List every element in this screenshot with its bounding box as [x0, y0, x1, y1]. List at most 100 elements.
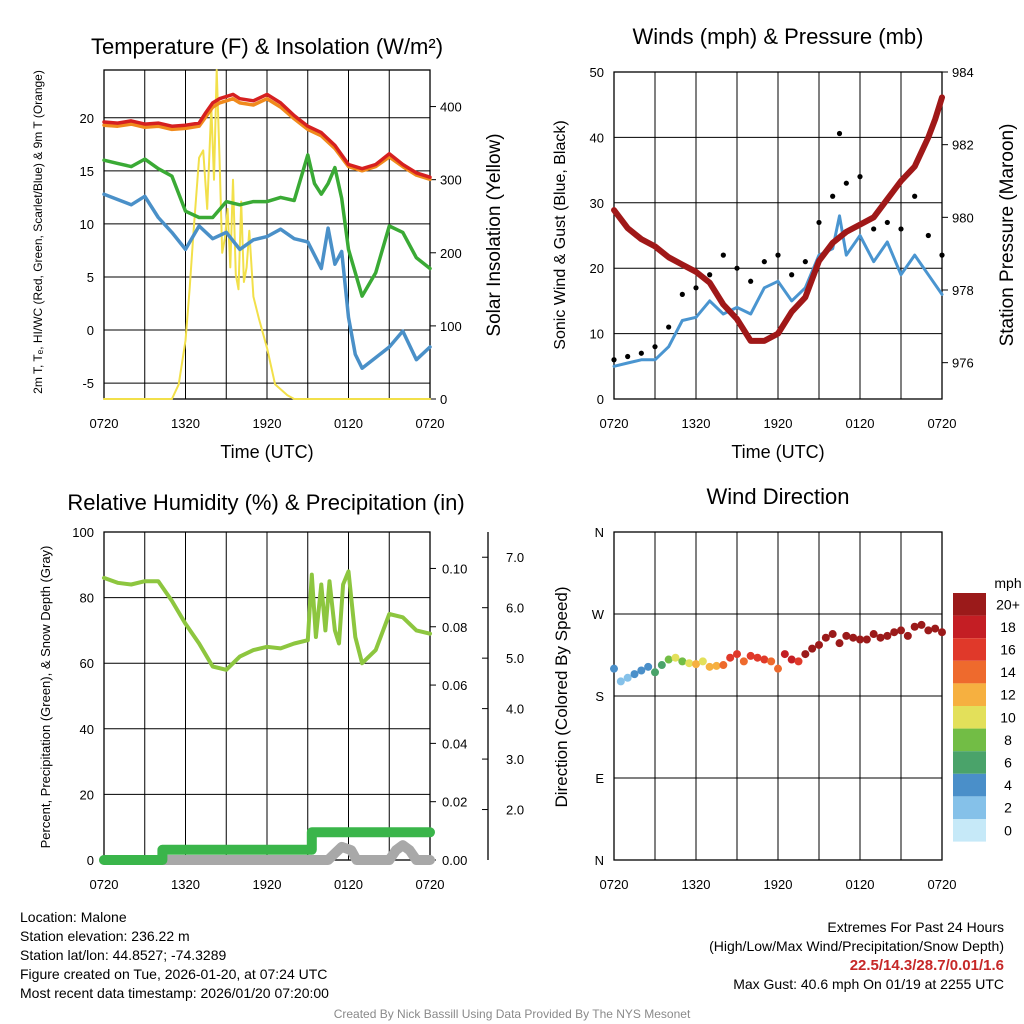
- temp-series-temp: [102, 92, 432, 179]
- max-gust: Max Gust: 40.6 mph On 01/19 at 2255 UTC: [733, 976, 1004, 992]
- colorbar-swatch: [953, 706, 986, 729]
- colorbar-unit: mph: [994, 575, 1021, 591]
- temp-y2tick-label: 200: [440, 246, 462, 261]
- dir-point: [712, 661, 721, 670]
- wind-gust-point: [748, 278, 754, 284]
- wind-gust-point: [666, 324, 672, 330]
- rh-xtick-label: 0720: [90, 877, 119, 892]
- wind-series-sonic: [612, 214, 944, 368]
- speed-colorbar: 20+ 18 16 14 12 10 8 6 4 2 0: [953, 593, 1020, 842]
- temp-ylabel: 2m T, Tₑ, HI/WC (Red, Green, Scarlet/Blu…: [31, 70, 45, 394]
- rh-title: Relative Humidity (%) & Precipitation (i…: [67, 490, 464, 515]
- wind-gust-point: [912, 193, 918, 199]
- temp-y2label: Solar Insolation (Yellow): [484, 133, 505, 336]
- wind-gust-point: [925, 232, 931, 239]
- dir-point: [630, 670, 639, 679]
- rh-y2tick-label: 0.00: [442, 853, 467, 868]
- wind-y2tick-label: 982: [952, 138, 974, 153]
- rh-y3tick-label: 6.0: [506, 601, 524, 616]
- colorbar-label: 16: [1000, 642, 1016, 658]
- rh-xtick-label: 0720: [416, 877, 445, 892]
- wind-series-pressure: [611, 94, 945, 344]
- colorbar-label: 2: [1004, 800, 1012, 816]
- dir-point: [862, 635, 871, 644]
- dir-point: [739, 657, 748, 666]
- wind-xtick-label: 1920: [764, 416, 793, 431]
- dir-point: [787, 655, 796, 664]
- temp-ytick-label: 0: [87, 323, 94, 338]
- dir-point: [685, 659, 694, 668]
- temp-series-solar: [103, 69, 431, 400]
- dir-point: [842, 631, 851, 640]
- wind-gust-point: [734, 265, 740, 271]
- wind-ytick-label: 30: [590, 196, 604, 211]
- colorbar-label: 14: [1000, 664, 1016, 680]
- colorbar-swatch: [953, 796, 986, 819]
- temp-title: Temperature (F) & Insolation (W/m²): [91, 34, 443, 59]
- wind-ytick-label: 0: [597, 392, 604, 407]
- rh-y2tick-label: 0.02: [442, 795, 467, 810]
- wind-y2tick-label: 976: [952, 356, 974, 371]
- dir-point: [610, 664, 618, 673]
- dir-xtick-label: 1920: [764, 877, 793, 892]
- temp-ytick-label: 5: [87, 270, 94, 285]
- wind-xlabel: Time (UTC): [731, 442, 824, 462]
- dir-ytick-label: S: [595, 689, 604, 704]
- wind-gust-point: [830, 193, 836, 199]
- rh-y3tick-label: 2.0: [506, 803, 524, 818]
- dir-point: [897, 626, 905, 635]
- temp-y2tick-label: 400: [440, 100, 462, 115]
- wind-title: Winds (mph) & Pressure (mb): [633, 24, 924, 49]
- wind-y2tick-label: 980: [952, 210, 974, 225]
- extremes-values: 22.5/14.3/28.7/0.01/1.6: [849, 957, 1004, 974]
- temp-y2tick-label: 100: [440, 319, 462, 334]
- dir-point: [903, 631, 912, 640]
- dir-point: [767, 657, 776, 666]
- rh-ytick-label: 60: [80, 656, 94, 671]
- dir-point: [760, 655, 769, 664]
- dir-point: [938, 628, 946, 637]
- dir-ylabel: Direction (Colored By Speed): [552, 586, 571, 807]
- wind-gust-point: [707, 272, 713, 278]
- rh-series-humidity: [102, 569, 432, 672]
- colorbar-label: 20+: [996, 596, 1020, 612]
- dir-point: [657, 661, 666, 670]
- colorbar-label: 10: [1000, 709, 1016, 725]
- dir-point: [869, 630, 878, 639]
- wind-y2tick-label: 978: [952, 283, 974, 298]
- dir-point: [733, 650, 741, 659]
- dir-title: Wind Direction: [706, 484, 849, 509]
- wind-gust-point: [871, 226, 877, 232]
- dir-point: [890, 628, 899, 637]
- wind-xtick-label: 0720: [928, 416, 957, 431]
- temp-series-hiwc: [102, 153, 432, 298]
- dir-point: [780, 650, 789, 659]
- dir-point: [623, 673, 632, 682]
- rh-series-precip: [99, 827, 435, 865]
- rh-y3tick-label: 7.0: [506, 550, 524, 565]
- rh-y2tick-label: 0.04: [442, 736, 467, 751]
- dir-point: [835, 639, 844, 648]
- wind-gust-point: [898, 226, 904, 232]
- rh-y3tick-label: 5.0: [506, 651, 524, 666]
- colorbar-swatch: [953, 615, 986, 639]
- temp-y2tick-label: 0: [440, 392, 447, 407]
- dir-point: [698, 657, 707, 666]
- temp-frame: [103, 69, 431, 400]
- dir-point: [637, 666, 646, 675]
- temp-xtick-label: 0720: [416, 416, 445, 431]
- wind-y2tick-label: 984: [952, 65, 974, 80]
- wind-gust-point: [857, 174, 863, 180]
- dir-point: [719, 661, 728, 670]
- dir-point: [856, 635, 864, 644]
- colorbar-swatch: [953, 773, 986, 797]
- colorbar-swatch: [953, 683, 986, 706]
- dir-point: [815, 640, 823, 649]
- wind-gust-point: [884, 219, 890, 226]
- wind-gust-point: [775, 252, 781, 258]
- wind-gust-point: [816, 219, 822, 226]
- rh-xtick-label: 0120: [334, 877, 363, 892]
- wind-gust-point: [679, 291, 685, 297]
- extremes-heading: Extremes For Past 24 Hours: [827, 919, 1004, 935]
